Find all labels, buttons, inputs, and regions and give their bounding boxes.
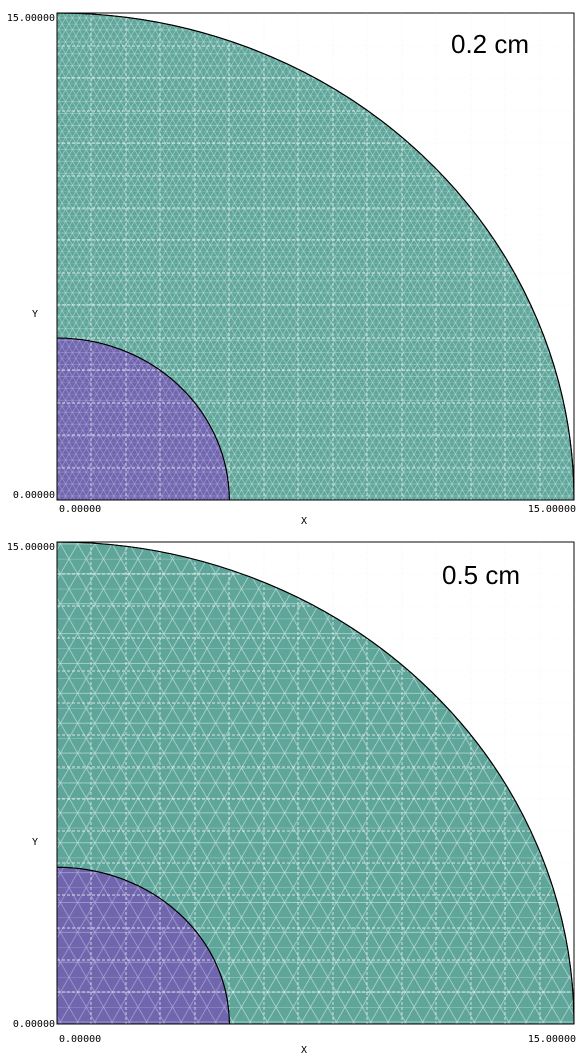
mesh-plot-bottom-svg: 0.5 cm 15.00000 0.00000 Y 0.00000 15.000… bbox=[7, 541, 576, 1056]
x-min-tick-label: 0.00000 bbox=[59, 1034, 101, 1045]
mesh-plot-bottom: 0.5 cm 15.00000 0.00000 Y 0.00000 15.000… bbox=[0, 529, 588, 1059]
mesh-plot-top: 0.2 cm 15.00000 0.00000 Y 0.00000 15.000… bbox=[7, 12, 576, 527]
y-axis-title: Y bbox=[32, 837, 38, 848]
plot-border bbox=[56, 541, 575, 1025]
inner-boundary-arc bbox=[56, 866, 230, 1025]
y-max-tick-label: 15.00000 bbox=[7, 13, 55, 24]
mesh-overlay-grid bbox=[57, 542, 574, 1024]
y-axis-title: Y bbox=[32, 309, 38, 320]
y-max-tick-label: 15.00000 bbox=[7, 542, 55, 553]
x-max-tick-label: 15.00000 bbox=[528, 504, 576, 515]
outer-boundary-arc bbox=[56, 12, 575, 501]
mesh-plot-top-svg: 0.2 cm 15.00000 0.00000 Y 0.00000 15.000… bbox=[7, 12, 576, 527]
y-min-tick-label: 0.00000 bbox=[13, 490, 55, 501]
inner-boundary-arc bbox=[56, 337, 230, 501]
x-axis-title: X bbox=[301, 516, 307, 527]
x-min-tick-label: 0.00000 bbox=[59, 504, 101, 515]
mesh-size-label: 0.2 cm bbox=[451, 29, 529, 59]
y-min-tick-label: 0.00000 bbox=[13, 1019, 55, 1030]
mesh-overlay-grid bbox=[57, 13, 574, 500]
outer-boundary-arc bbox=[56, 541, 575, 1025]
mesh-size-label: 0.5 cm bbox=[442, 560, 520, 590]
x-max-tick-label: 15.00000 bbox=[528, 1034, 576, 1045]
plot-border bbox=[56, 12, 575, 501]
x-axis-title: X bbox=[301, 1045, 307, 1056]
